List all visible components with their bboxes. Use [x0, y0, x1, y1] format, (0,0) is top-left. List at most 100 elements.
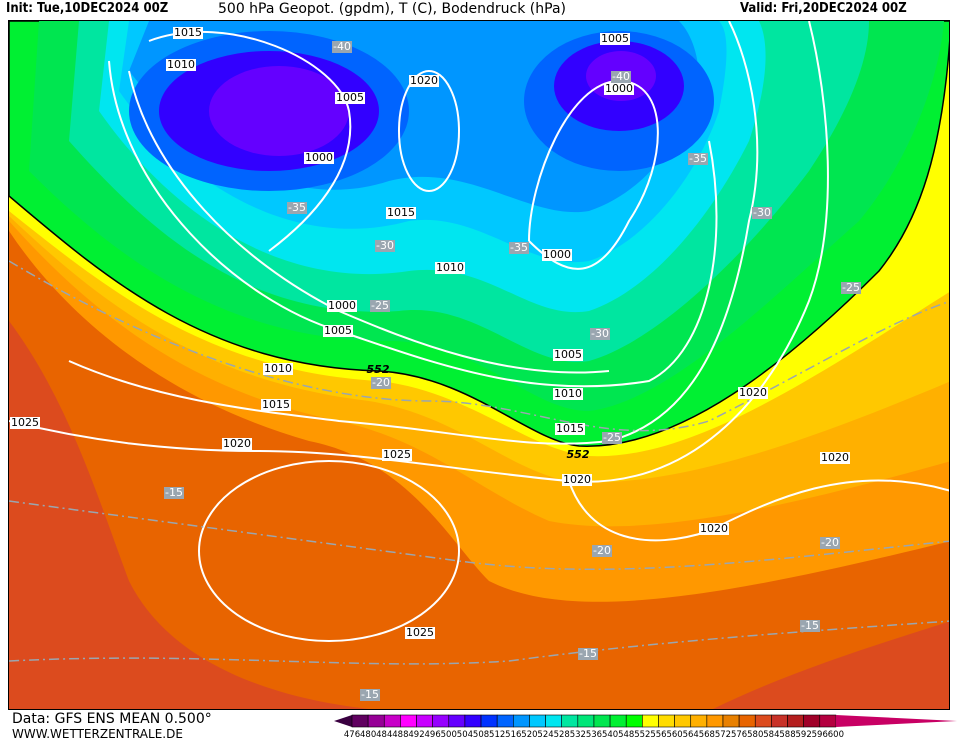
color-scale-tick: 572 [714, 730, 732, 740]
color-swatch [787, 714, 804, 728]
color-swatch [609, 714, 627, 728]
isobar-label: 1010 [553, 387, 583, 400]
color-scale-tick: 536 [585, 730, 603, 740]
color-scale-tick: 532 [569, 730, 586, 740]
temperature-label: -35 [509, 241, 529, 254]
low-arrow [334, 715, 352, 727]
color-swatch [545, 714, 562, 728]
zone-purple-w [209, 66, 349, 156]
color-swatch [642, 714, 659, 728]
color-scale-tick: 524 [537, 730, 554, 740]
color-scale-tick: 500 [440, 730, 457, 740]
color-scale-tick: 556 [650, 730, 667, 740]
color-scale-tick: 588 [779, 730, 796, 740]
color-scale-tick: 528 [553, 730, 570, 740]
isobar-label: 1010 [435, 261, 465, 274]
init-time: Init: Tue,10DEC2024 00Z [6, 1, 169, 16]
isobar-label: 1025 [382, 448, 412, 461]
color-scale-tick: 488 [392, 730, 409, 740]
high-arrow [835, 715, 957, 727]
color-swatch [561, 714, 579, 728]
color-scale-tick: 596 [811, 730, 828, 740]
color-scale-tick: 484 [376, 730, 393, 740]
color-swatch [754, 714, 772, 728]
isobar-label: 1020 [820, 451, 850, 464]
isobar-label: 1020 [562, 473, 592, 486]
color-swatch [513, 714, 530, 728]
color-scale-tick: 548 [618, 730, 635, 740]
temperature-label: -20 [371, 376, 391, 389]
color-scale-tick: 480 [360, 730, 377, 740]
isobar-label: 1000 [327, 299, 357, 312]
temperature-label: -20 [820, 536, 840, 549]
isobar-label: 1010 [166, 58, 196, 71]
color-scale-tick: 520 [521, 730, 538, 740]
temperature-label: -20 [592, 544, 612, 557]
isobar-label: 1020 [409, 74, 439, 87]
color-swatch [351, 714, 369, 728]
isobar-label: 1000 [604, 82, 634, 95]
color-scale-tick: 568 [698, 730, 715, 740]
site-credit: WWW.WETTERZENTRALE.DE [12, 727, 183, 741]
isobar-label: 1015 [261, 398, 291, 411]
color-swatch [803, 714, 821, 728]
color-scale-tick: 476 [343, 730, 361, 740]
color-swatch [496, 714, 514, 728]
temperature-label: -35 [688, 152, 708, 165]
temperature-label: -40 [611, 70, 631, 83]
zone-red-se [713, 621, 949, 709]
isobar-label: 1000 [542, 248, 572, 261]
color-scale-tick: 540 [601, 730, 619, 740]
temperature-label: -30 [590, 327, 610, 340]
map-area: 1015 1010 1005 1000 1020 1015 1010 1000 … [8, 20, 950, 710]
temperature-label: -15 [360, 688, 380, 701]
color-scale-tick: 512 [489, 730, 506, 740]
color-scale-tick: 564 [682, 730, 699, 740]
temperature-label: -15 [800, 619, 820, 632]
color-swatch [674, 714, 692, 728]
color-swatch [706, 714, 724, 728]
temperature-label: -15 [578, 647, 598, 660]
color-swatch [383, 714, 401, 728]
color-swatch [738, 714, 756, 728]
isobar-label: 1020 [699, 522, 729, 535]
temperature-label: -40 [332, 40, 352, 53]
color-scale-tick: 576 [730, 730, 748, 740]
zone-red [9, 321, 369, 709]
color-scale-tick: 492 [408, 730, 425, 740]
color-swatch [625, 714, 643, 728]
geopotential-label: 552 [566, 448, 590, 461]
color-swatch [658, 714, 675, 728]
isobar-label: 1020 [222, 437, 252, 450]
color-scale-tick: 560 [666, 730, 683, 740]
color-swatch [771, 714, 788, 728]
color-swatch [529, 714, 546, 728]
temperature-label: -25 [841, 281, 861, 294]
temperature-label: -30 [752, 206, 772, 219]
color-swatch [577, 714, 595, 728]
valid-time: Valid: Fri,20DEC2024 00Z [740, 1, 907, 16]
color-scale [334, 714, 957, 728]
color-scale-tick: 584 [763, 730, 780, 740]
isobar-label: 1005 [335, 91, 365, 104]
color-swatch [400, 714, 417, 728]
isobar-label: 1000 [304, 151, 334, 164]
map-fields [9, 21, 949, 709]
color-scale-tick: 552 [634, 730, 651, 740]
color-swatch [367, 714, 385, 728]
color-swatch [819, 714, 837, 728]
color-swatch [722, 714, 740, 728]
isobar-label: 1020 [738, 386, 768, 399]
isobar-label: 1025 [10, 416, 40, 429]
color-swatch [432, 714, 450, 728]
isobar-label: 1015 [173, 26, 203, 39]
isobar-label: 1015 [386, 206, 416, 219]
temperature-label: -35 [287, 201, 307, 214]
color-scale-tick: 504 [456, 730, 474, 740]
data-source: Data: GFS ENS MEAN 0.500° [12, 711, 212, 727]
isobar-label: 1005 [600, 32, 630, 45]
isobar-label: 1005 [323, 324, 353, 337]
color-swatch [593, 714, 611, 728]
geopotential-label: 552 [366, 363, 390, 376]
chart-title: 500 hPa Geopot. (gpdm), T (C), Bodendruc… [218, 1, 566, 17]
